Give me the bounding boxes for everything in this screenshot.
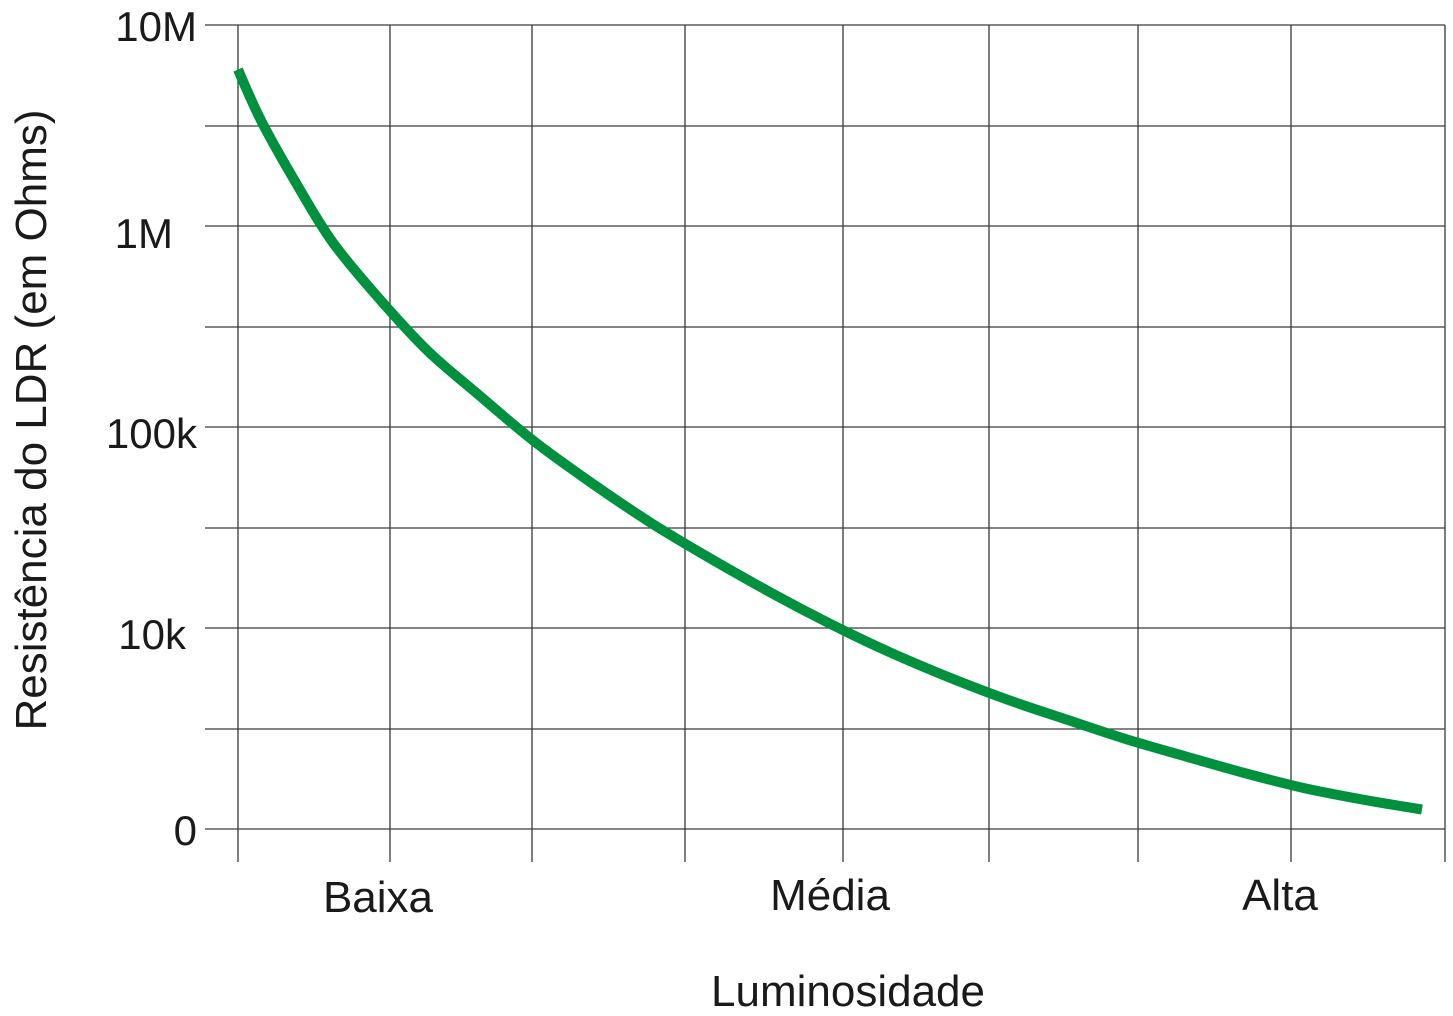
y-tick-label: 100k — [106, 410, 198, 457]
y-axis-title: Resistência do LDR (em Ohms) — [7, 109, 56, 730]
y-tick-label: 0 — [174, 807, 197, 854]
x-tick-label: Alta — [1242, 871, 1318, 920]
x-tick-label: Baixa — [323, 873, 434, 922]
y-tick-label: 1M — [115, 210, 173, 257]
x-axis-title: Luminosidade — [711, 967, 985, 1016]
x-tick-labels: Baixa Média Alta — [323, 871, 1318, 922]
resistance-curve — [233, 67, 1423, 815]
x-tick-label: Média — [770, 871, 890, 920]
y-tick-labels: 10M 1M 100k 10k 0 — [106, 3, 198, 854]
series-group — [233, 67, 1423, 815]
y-tick-label: 10M — [115, 3, 197, 50]
y-tick-label: 10k — [118, 611, 187, 658]
grid — [205, 24, 1446, 862]
